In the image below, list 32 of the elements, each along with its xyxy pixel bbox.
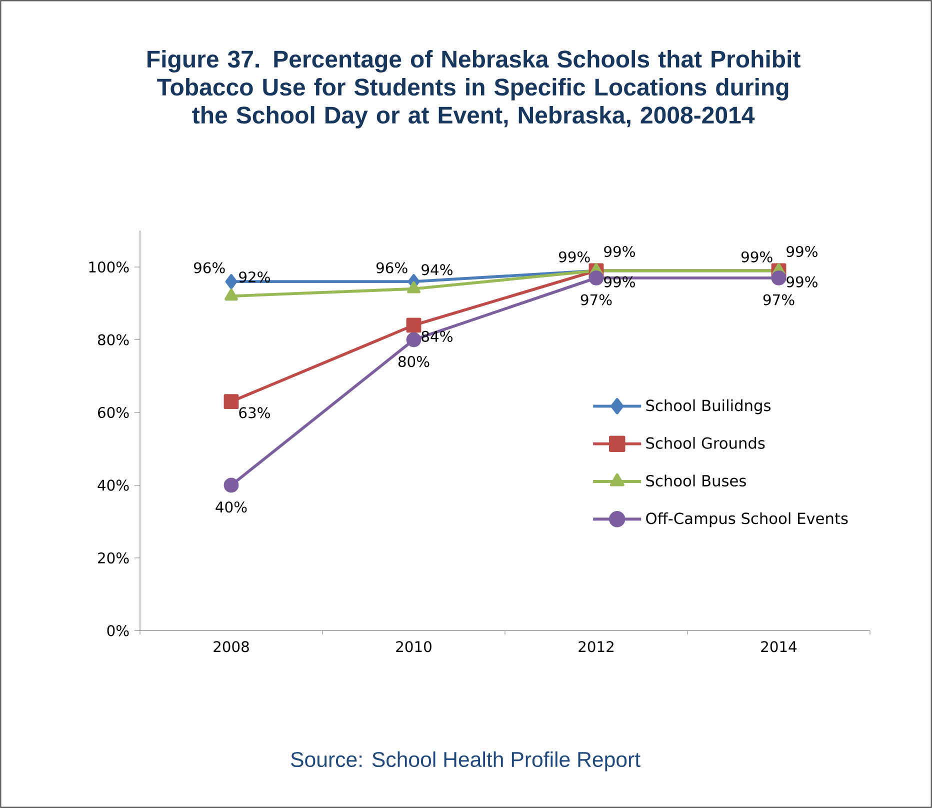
data-label: 96% [376,262,408,274]
x-tick-label: 2008 [214,641,249,652]
y-tick-label: 20% [98,552,129,564]
data-label: 40% [216,501,247,513]
y-tick-label: 40% [98,480,129,491]
data-label: 97% [580,294,612,306]
data-label: 84% [422,330,452,342]
data-label: 63% [239,407,270,418]
y-tick-label: 80% [98,334,129,346]
data-label: 80% [398,356,430,368]
data-label: 99% [604,276,635,288]
data-label: 97% [763,294,794,306]
y-tick-label: 60% [98,406,129,418]
data-label: 96% [194,262,225,274]
data-label: 94% [422,264,452,276]
legend-label: School Buses [646,474,746,487]
data-label: 99% [786,246,818,258]
legend-label: School Builidngs [646,399,770,414]
legend-label: School Grounds [646,437,765,449]
data-label: 99% [604,246,635,258]
y-tick-label: 0% [107,625,129,636]
data-label: 99% [741,251,772,262]
data-label: 92% [239,271,270,283]
legend-label: Off-Campus School Events [646,512,848,528]
x-tick-label: 2012 [578,641,614,652]
data-label: 99% [786,276,818,288]
x-tick-label: 2010 [396,641,432,652]
data-label: 99% [558,251,590,262]
x-tick-label: 2014 [761,641,797,652]
chart-title: Figure 37. Percentage of Nebraska Schools that Prohibit Tobacco Use for Students in Specific Locations during the School Day or at Event, Nebraska, 2008-2014 [148,50,800,128]
y-tick-label: 100% [89,261,129,273]
source-note: Source: School Health Profile Report [291,751,640,772]
